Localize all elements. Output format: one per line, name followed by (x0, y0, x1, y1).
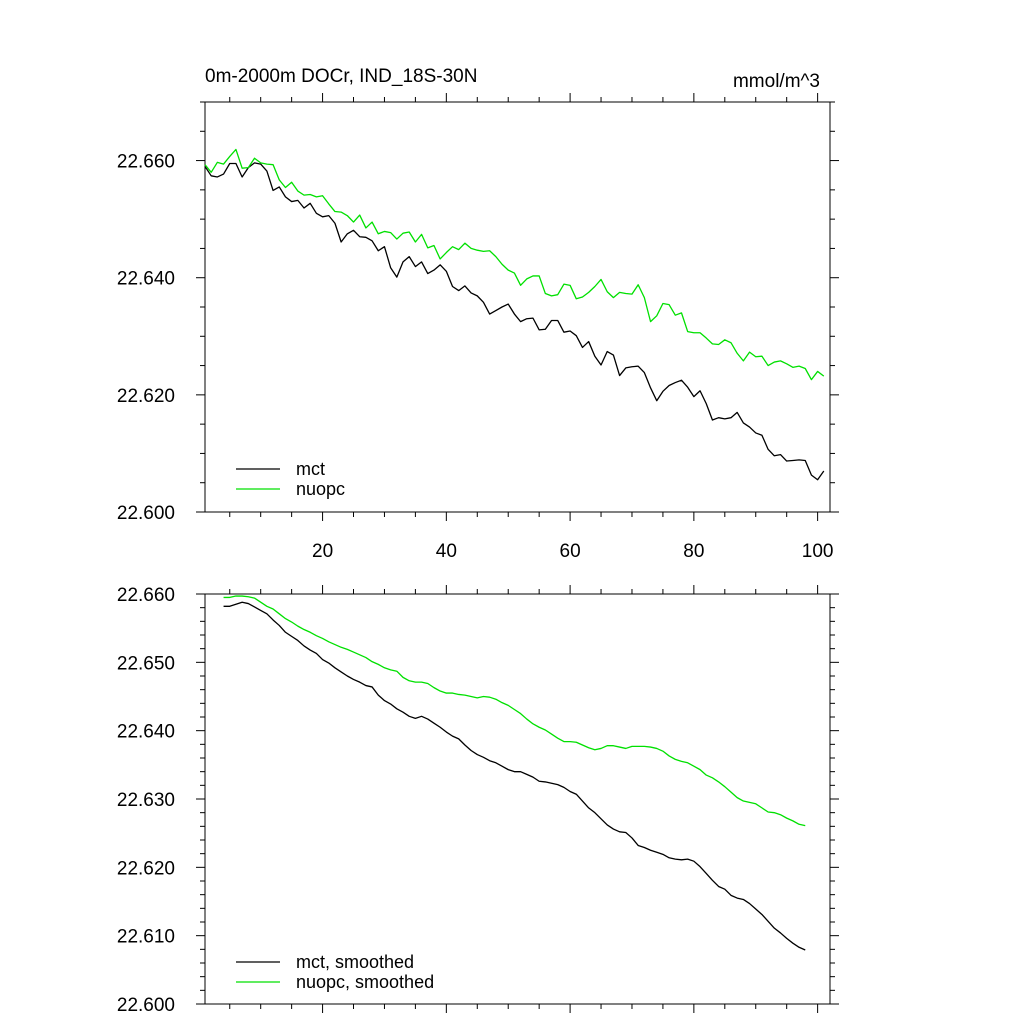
y-tick-label: 22.660 (117, 585, 175, 606)
y-tick-label: 22.600 (117, 503, 175, 524)
top-panel: 0m-2000m DOCr, IND_18S-30N mmol/m^3 20 40… (117, 66, 839, 562)
series-line-mct (204, 162, 825, 481)
y-tick-label: 22.660 (117, 152, 175, 173)
y-tick-label: 22.640 (117, 269, 175, 290)
bottom-panel: 22.600 22.610 22.620 22.630 22.640 22.650 22.6… (117, 585, 839, 1016)
legend-label: nuopc (296, 479, 345, 499)
y-tick-label: 22.620 (117, 386, 175, 407)
x-tick-label: 80 (683, 541, 704, 562)
legend-label: mct (296, 459, 325, 479)
plot-frame (204, 101, 831, 513)
x-tick-label: 40 (436, 541, 457, 562)
x-tick-label: 60 (560, 541, 581, 562)
plot-frame (204, 593, 831, 1005)
x-tick-label: 20 (312, 541, 333, 562)
top-panel-title: 0m-2000m DOCr, IND_18S-30N (205, 66, 477, 87)
legend-label: mct, smoothed (296, 952, 414, 972)
series-line-nuopc (204, 148, 825, 381)
y-tick-label: 22.600 (117, 995, 175, 1016)
series-line-nuopc-smoothed (223, 595, 806, 827)
y-tick-label: 22.630 (117, 790, 175, 811)
x-tick-label: 100 (802, 541, 834, 562)
series-line-mct-smoothed (223, 601, 806, 951)
y-tick-label: 22.640 (117, 722, 175, 743)
legend-label: nuopc, smoothed (296, 972, 434, 992)
y-tick-label: 22.610 (117, 927, 175, 948)
top-panel-units: mmol/m^3 (733, 71, 820, 92)
y-tick-label: 22.620 (117, 858, 175, 879)
y-tick-label: 22.650 (117, 653, 175, 674)
